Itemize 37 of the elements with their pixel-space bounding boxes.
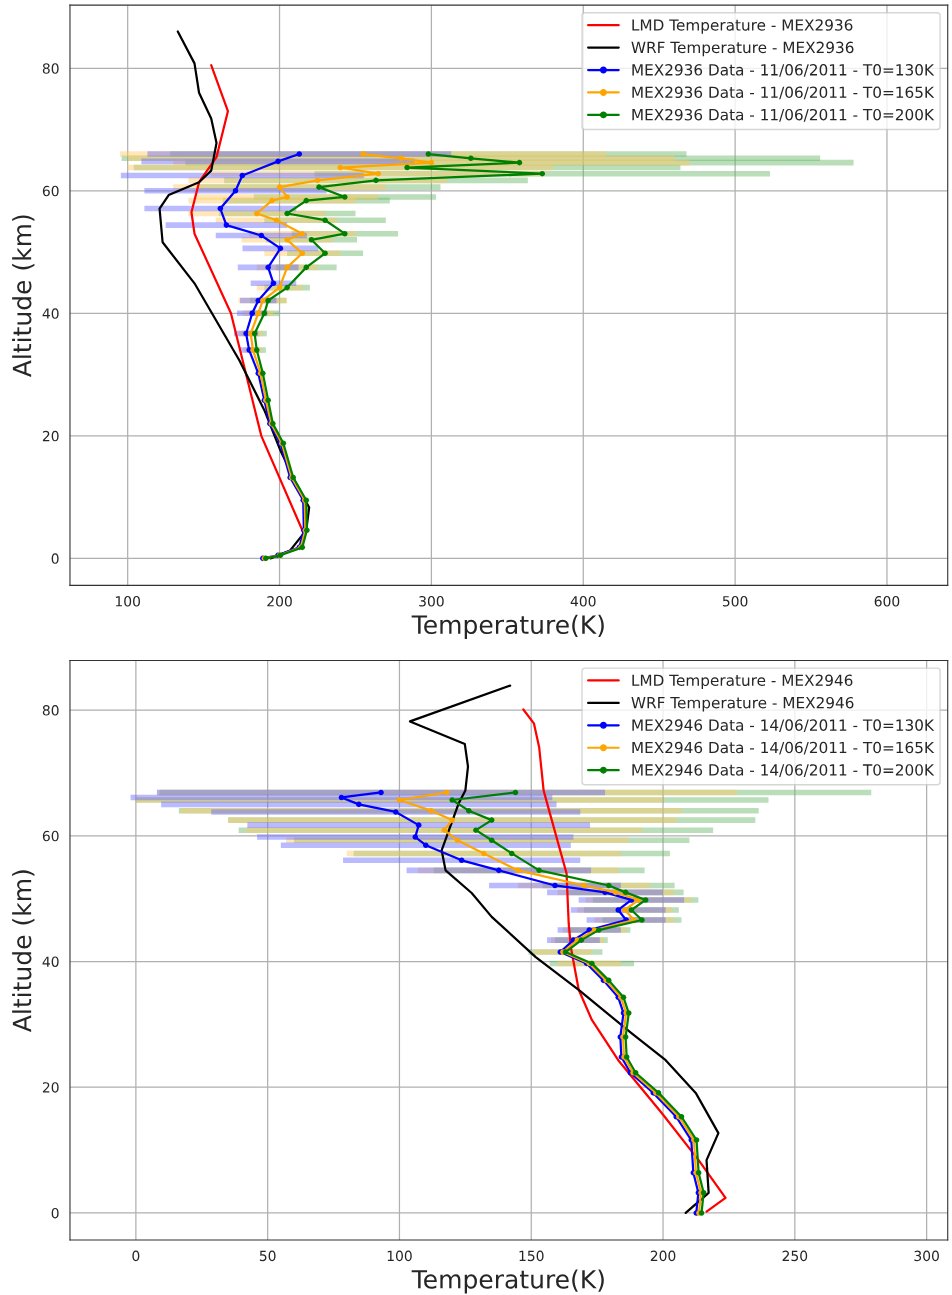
legend-label: MEX2946 Data - 14/06/2011 - T0=165K xyxy=(632,741,935,755)
y-tick-label: 0 xyxy=(51,1207,59,1219)
x-tick-label: 100 xyxy=(387,1250,412,1262)
legend-label: LMD Temperature - MEX2946 xyxy=(632,674,853,689)
y-tick-label: 0 xyxy=(51,553,59,564)
y-tick-label: 40 xyxy=(42,956,59,967)
x-tick-label: 150 xyxy=(519,1250,544,1262)
legend-label: WRF Temperature - MEX2936 xyxy=(631,41,854,57)
legend-label: MEX2936 Data - 11/06/2011 - T0=130K xyxy=(632,64,935,77)
y-axis-title: Altitude (km) xyxy=(12,870,35,1032)
legend-label: MEX2946 Data - 14/06/2011 - T0=200K xyxy=(632,764,935,777)
legend-label: WRF Temperature - MEX2946 xyxy=(631,696,854,712)
y-tick-label: 60 xyxy=(42,830,59,842)
x-tick-label: 400 xyxy=(570,596,596,607)
x-tick-label: 0 xyxy=(132,1250,140,1262)
x-tick-label: 250 xyxy=(782,1250,808,1262)
y-tick-label: 20 xyxy=(42,1082,59,1093)
x-tick-label: 300 xyxy=(914,1250,939,1262)
y-tick-label: 80 xyxy=(42,63,59,74)
x-tick-label: 100 xyxy=(115,596,141,607)
x-tick-label: 200 xyxy=(267,596,292,607)
x-tick-label: 50 xyxy=(259,1250,276,1262)
y-tick-label: 60 xyxy=(42,185,59,197)
x-tick-label: 300 xyxy=(419,596,444,607)
y-tick-label: 20 xyxy=(42,430,59,442)
x-tick-label: 600 xyxy=(874,596,900,607)
x-tick-label: 500 xyxy=(722,596,748,607)
y-axis-title: Altitude (km) xyxy=(12,215,35,378)
x-axis-title: Temperature(K) xyxy=(411,1269,604,1294)
x-axis-title: Temperature(K) xyxy=(411,614,604,639)
y-tick-label: 40 xyxy=(42,308,59,319)
legend-label: MEX2936 Data - 11/06/2011 - T0=165K xyxy=(632,86,935,100)
legend-label: LMD Temperature - MEX2936 xyxy=(632,19,853,34)
x-tick-label: 200 xyxy=(650,1250,676,1262)
legend-label: MEX2936 Data - 11/06/2011 - T0=200K xyxy=(632,108,935,122)
legend-label: MEX2946 Data - 14/06/2011 - T0=130K xyxy=(632,719,935,733)
y-tick-label: 80 xyxy=(42,705,59,716)
